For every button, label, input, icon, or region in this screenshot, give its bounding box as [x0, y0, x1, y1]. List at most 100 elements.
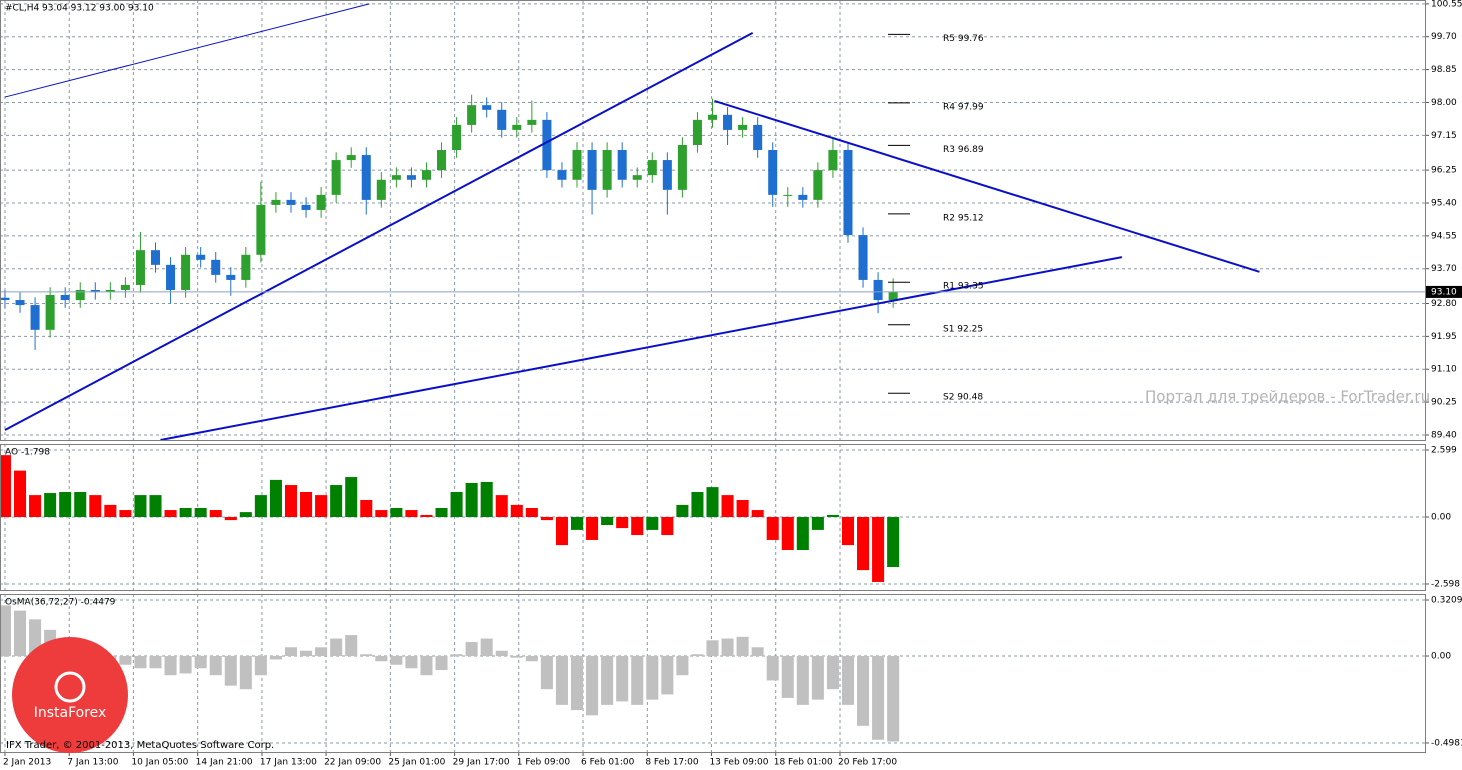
bar [872, 517, 885, 582]
bar [420, 514, 433, 518]
x-tick-label: 17 Jan 13:00 [260, 758, 317, 768]
y-tick-label: 89.40 [1431, 430, 1457, 440]
bar [631, 517, 644, 536]
candle-body [888, 291, 898, 301]
candle-body [813, 170, 823, 200]
bar [661, 656, 674, 695]
bar [315, 647, 328, 657]
x-tick-label: 1 Feb 09:00 [517, 758, 571, 768]
y-tick-label: 0.00 [1431, 652, 1451, 662]
bar [345, 477, 358, 518]
candle-body [692, 119, 702, 145]
bar [194, 507, 207, 518]
bar [390, 656, 403, 665]
x-tick-label: 18 Feb 01:00 [774, 758, 833, 768]
pivot-label: R3 96.89 [943, 145, 984, 155]
candle-body [437, 150, 447, 171]
bar [525, 507, 538, 518]
candle-body [316, 194, 326, 210]
bar [465, 642, 478, 657]
watermark: Портал для трейдеров - ForTrader.ru [1145, 388, 1430, 406]
bar [164, 656, 177, 676]
logo-circle [12, 637, 128, 753]
bar [315, 495, 328, 518]
bar [134, 656, 147, 669]
logo-badge: InstaForex [12, 637, 128, 753]
logo-text: InstaForex [34, 705, 107, 721]
y-tick-label: 98.00 [1431, 98, 1457, 108]
candle-body [542, 119, 552, 171]
candle-body [662, 160, 672, 190]
bar [375, 510, 388, 518]
logo-icon [54, 671, 86, 703]
bar [74, 492, 87, 518]
bar [495, 495, 508, 518]
bar [601, 656, 614, 705]
y-tick-label: 0.00 [1431, 513, 1451, 523]
bar [179, 507, 192, 518]
x-tick-label: 7 Jan 13:00 [67, 758, 119, 768]
bar [59, 492, 72, 518]
bar [465, 482, 478, 518]
footer: IFX Trader, © 2001-2013, MetaQuotes Soft… [6, 740, 274, 751]
bar [661, 517, 674, 536]
bar [450, 492, 463, 518]
bar [706, 640, 719, 657]
pane-frame [0, 594, 1426, 753]
candle-body [105, 289, 115, 292]
y-tick-label: 100.55 [1431, 0, 1462, 9]
candle-body [738, 124, 748, 130]
candle-body [873, 279, 883, 301]
bar [826, 514, 839, 518]
bar [194, 656, 207, 669]
bar [841, 656, 855, 705]
bar [646, 517, 659, 530]
candle-body [241, 254, 251, 280]
candle-body [843, 150, 853, 236]
bar [254, 495, 267, 518]
bar [826, 656, 839, 690]
pane-frame [0, 444, 1426, 591]
y-tick-label: 96.25 [1431, 166, 1457, 176]
x-tick-label: 14 Jan 21:00 [196, 758, 253, 768]
candle-body [120, 284, 130, 290]
y-tick-label: 92.80 [1431, 299, 1457, 309]
y-tick-label: 97.15 [1431, 131, 1457, 141]
candle-body [211, 259, 221, 275]
x-tick-label: 2 Jan 2013 [3, 758, 51, 768]
candle-body [783, 194, 793, 196]
candle-body [135, 250, 145, 285]
candle-body [90, 289, 100, 292]
candle-body [557, 170, 567, 180]
bar [540, 517, 553, 521]
candle-body [60, 295, 70, 301]
bar [796, 517, 809, 551]
bar [721, 495, 734, 518]
candle-body [858, 235, 868, 280]
bar [510, 656, 523, 658]
candle-body [572, 150, 582, 180]
bar [691, 492, 704, 518]
bar [104, 504, 117, 518]
bar [435, 656, 448, 670]
y-tick-label: 90.25 [1431, 398, 1457, 408]
bar [149, 656, 162, 669]
trendline [160, 256, 1123, 441]
candle-body [286, 199, 296, 205]
bar [239, 656, 252, 690]
bar [360, 499, 373, 518]
bar [751, 647, 764, 657]
bar [224, 517, 237, 521]
bar [284, 485, 298, 518]
candle-body [301, 204, 311, 210]
bar [872, 656, 885, 740]
x-tick-label: 20 Feb 17:00 [838, 758, 897, 768]
bar [570, 656, 584, 711]
candle-body [226, 274, 236, 280]
candle-body [406, 175, 416, 180]
bar [796, 656, 809, 705]
candle-body [376, 179, 386, 200]
candle-body [768, 150, 778, 195]
candle-body [30, 305, 40, 330]
bar [224, 656, 237, 686]
